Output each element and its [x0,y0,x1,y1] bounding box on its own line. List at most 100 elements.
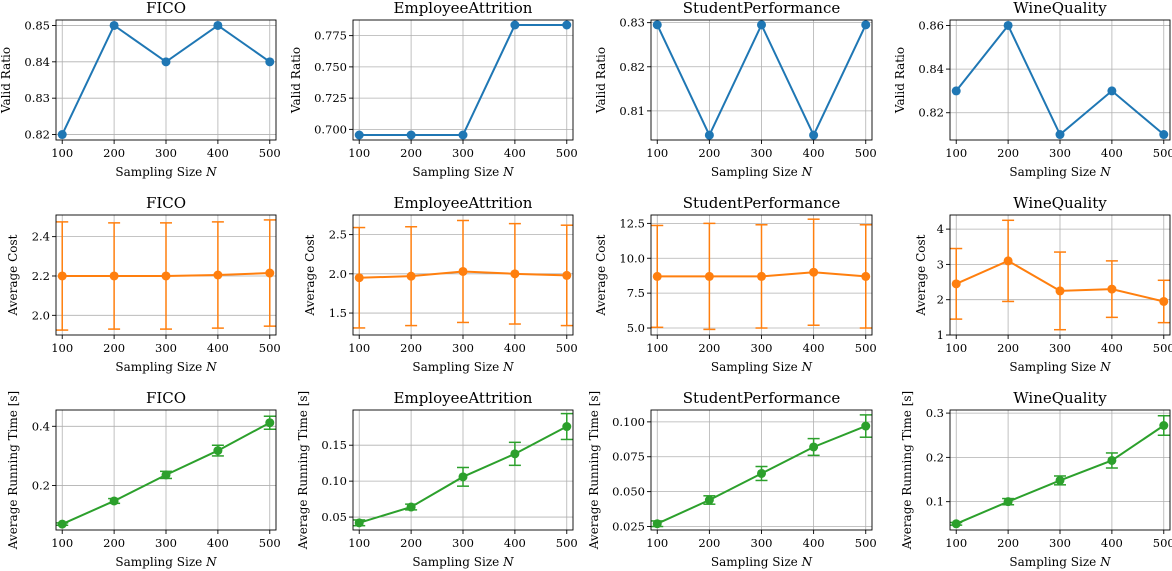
data-point [406,271,416,281]
x-tick-label: 400 [504,146,526,160]
subplot-5: 100 200 300 400 500 2.0 2.2 2.4 FICO Sampling Siz… [6,194,281,374]
plot-title: EmployeeAttrition [394,389,533,407]
data-point [809,267,819,277]
plot-title: StudentPerformance [683,194,841,212]
x-tick-label: 300 [1049,146,1071,160]
x-tick-label: 400 [504,341,526,355]
x-tick-label: 100 [348,341,370,355]
x-tick-label: 100 [646,341,668,355]
data-point [704,495,714,505]
data-point [109,271,119,281]
data-point [1159,130,1169,140]
x-axis-label: Sampling Size N [1009,165,1111,179]
data-point [354,518,364,528]
x-axis-label: Sampling Size N [115,360,217,374]
y-tick-label: 0.82 [619,60,645,74]
x-tick-label: 300 [751,146,773,160]
plot-title: FICO [146,389,186,407]
y-axis-label: Average Running Time [s] [587,391,601,551]
subplot-1: 100 200 300 400 500 0.82 0.83 0.84 0.85 FICO Sampl… [0,0,281,179]
y-tick-label: 0.725 [314,91,347,105]
data-point [652,519,662,529]
plot-title: WineQuality [1013,194,1107,212]
y-tick-label: 0.4 [32,419,50,433]
plot-title: StudentPerformance [683,0,841,17]
x-tick-label: 100 [646,536,668,550]
subplot-7: 100 200 300 400 500 5.0 7.5 10.0 12.5 StudentPerf… [594,194,877,374]
x-axis-label: Sampling Size N [412,165,514,179]
y-axis-label: Average Running Time [s] [900,391,914,551]
y-tick-label: 0.075 [612,450,645,464]
y-tick-label: 0.81 [619,104,645,118]
x-tick-label: 400 [207,341,229,355]
y-axis-label: Valid Ratio [0,47,13,114]
grid-lines [651,410,872,530]
x-tick-label: 500 [855,146,877,160]
data-point [1055,130,1065,140]
plot-title: EmployeeAttrition [394,0,533,17]
y-tick-label: 1.5 [329,306,347,320]
plot-title: EmployeeAttrition [394,194,533,212]
y-tick-label: 0.86 [918,18,944,32]
y-tick-label: 0.84 [918,62,944,76]
x-tick-label: 500 [556,536,578,550]
data-point [354,273,364,283]
data-point [704,130,714,140]
x-tick-label: 300 [452,536,474,550]
x-tick-label: 400 [207,146,229,160]
x-tick-label: 500 [259,536,281,550]
data-point [757,271,766,281]
y-tick-label: 0.05 [321,510,347,524]
x-tick-label: 300 [155,341,177,355]
y-tick-label: 7.5 [627,286,645,300]
y-tick-label: 0.050 [612,485,645,499]
x-tick-label: 500 [1153,341,1172,355]
x-axis-label: Sampling Size N [711,555,813,569]
data-point [458,266,468,276]
x-tick-label: 100 [348,146,370,160]
x-tick-label: 200 [103,146,125,160]
y-tick-label: 0.2 [926,450,944,464]
y-axis-label: Valid Ratio [594,47,608,114]
x-tick-label: 400 [1101,536,1123,550]
y-tick-label: 0.82 [24,128,50,142]
data-point [951,519,961,529]
subplot-4: 100 200 300 400 500 0.82 0.84 0.86 WineQuality Sa… [893,0,1172,179]
data-point [809,442,819,452]
x-tick-label: 200 [103,341,125,355]
x-axis-label: Sampling Size N [115,555,217,569]
data-point [757,20,766,30]
y-tick-label: 0.15 [321,438,347,452]
data-point [1003,20,1013,30]
data-point [458,130,468,140]
data-point [213,446,223,456]
subplot-3: 100 200 300 400 500 0.81 0.82 0.83 StudentPerfor… [594,0,877,179]
y-tick-label: 0.82 [918,106,944,120]
subplot-10: 100 200 300 400 500 0.05 0.10 0.15 EmployeeAttri… [296,389,578,569]
data-point [951,279,961,289]
data-point [562,422,572,432]
y-tick-label: 0.1 [926,495,944,509]
x-tick-label: 500 [259,341,281,355]
grid-lines [56,20,276,140]
y-tick-label: 5.0 [627,321,645,335]
data-point [109,496,119,506]
y-tick-label: 10.0 [619,251,645,265]
data-point [213,270,223,280]
y-tick-label: 2.4 [32,230,50,244]
data-point [161,57,171,67]
y-tick-label: 0.750 [314,60,347,74]
data-point [1107,455,1117,465]
x-tick-label: 100 [646,146,668,160]
data-point [510,269,520,279]
x-tick-label: 500 [556,146,578,160]
y-tick-label: 2.5 [329,228,347,242]
x-tick-label: 500 [259,146,281,160]
data-point [861,421,871,431]
y-tick-label: 4 [937,222,944,236]
x-tick-label: 300 [1049,536,1071,550]
data-point [1107,284,1117,294]
x-tick-label: 200 [400,341,422,355]
plot-title: WineQuality [1013,0,1107,17]
x-tick-label: 200 [103,536,125,550]
